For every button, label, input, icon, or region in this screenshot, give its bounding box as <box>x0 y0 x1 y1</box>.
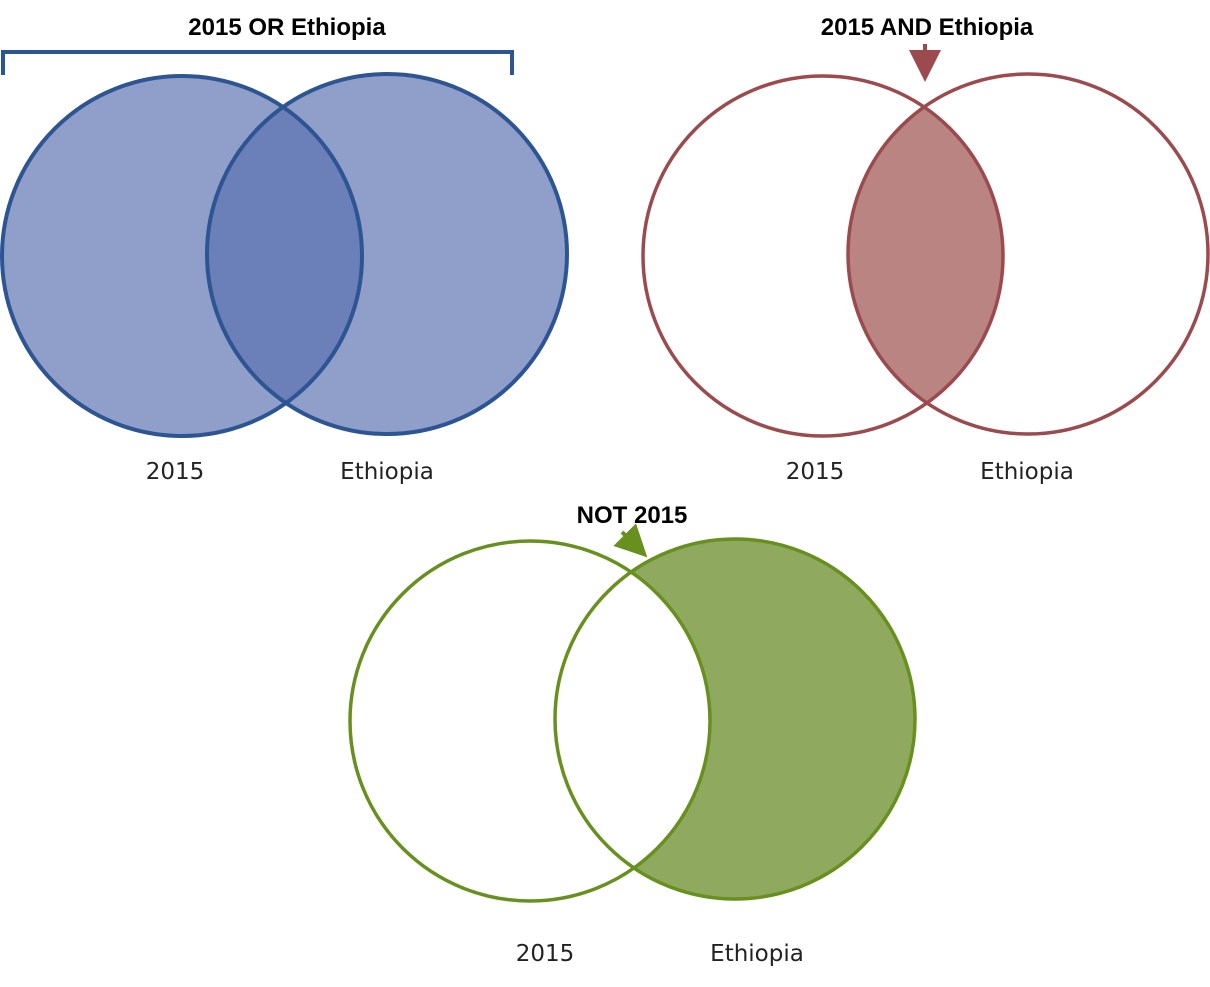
or-overlap-region <box>207 76 362 434</box>
not-diagram: NOT 2015 2015 Ethiopia <box>348 502 917 967</box>
and-right-label: Ethiopia <box>980 459 1074 485</box>
or-diagram-title: 2015 OR Ethiopia <box>188 14 386 41</box>
or-right-label: Ethiopia <box>340 459 434 485</box>
not-left-circle-outline <box>348 539 712 903</box>
or-diagram: 2015 OR Ethiopia 2015 Ethiopia <box>0 14 569 485</box>
not-left-label: 2015 <box>516 941 575 967</box>
not-right-label: Ethiopia <box>710 941 804 967</box>
or-left-label: 2015 <box>146 459 205 485</box>
arrow-diagonal-icon <box>613 523 648 558</box>
and-diagram-title: 2015 AND Ethiopia <box>821 14 1034 41</box>
and-right-circle-outline <box>846 72 1210 436</box>
or-right-circle-outline <box>205 72 569 436</box>
not-right-only-region <box>555 539 915 899</box>
and-left-circle-outline <box>641 74 1005 438</box>
or-left-circle-outline <box>0 74 364 438</box>
bracket-icon <box>1 50 514 75</box>
and-diagram: 2015 AND Ethiopia 2015 Ethiopia <box>641 14 1210 485</box>
and-intersection-region <box>848 76 1003 434</box>
not-diagram-title: NOT 2015 <box>577 502 688 529</box>
and-left-label: 2015 <box>786 459 845 485</box>
not-right-circle-outline <box>553 537 917 901</box>
